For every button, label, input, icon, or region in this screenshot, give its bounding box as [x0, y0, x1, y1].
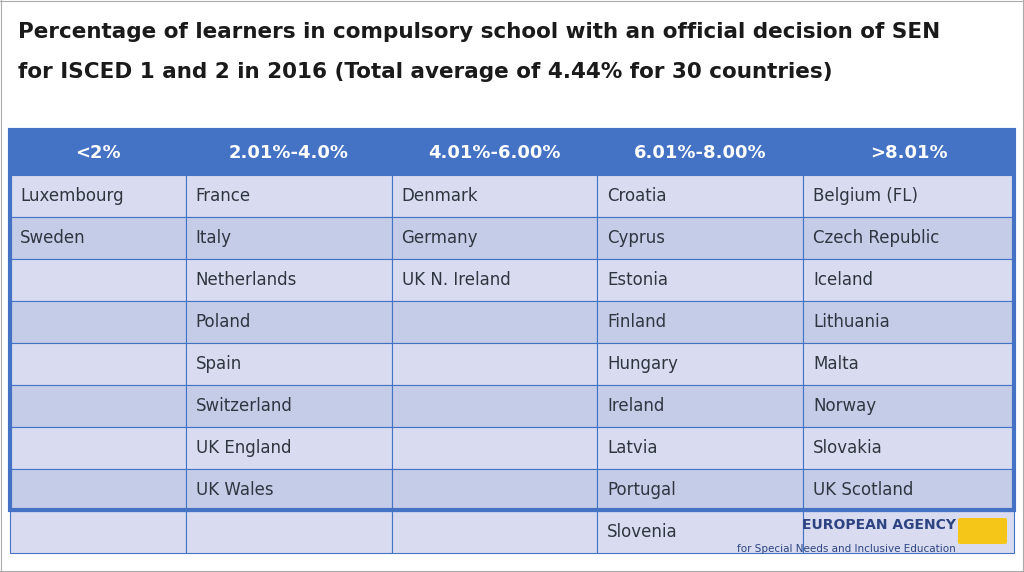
Text: for Special Needs and Inclusive Education: for Special Needs and Inclusive Educatio…	[737, 544, 956, 554]
Text: Sweden: Sweden	[20, 229, 86, 247]
Bar	[391, 511, 597, 553]
Bar	[10, 469, 185, 511]
Bar	[391, 130, 597, 175]
Text: Netherlands: Netherlands	[196, 271, 297, 289]
Text: UK Scotland: UK Scotland	[813, 481, 913, 499]
Bar	[10, 511, 185, 553]
Bar	[10, 301, 185, 343]
Bar	[391, 469, 597, 511]
Bar	[391, 343, 597, 385]
Text: Poland: Poland	[196, 313, 251, 331]
Bar	[995, 520, 1002, 528]
Text: <2%: <2%	[75, 144, 121, 161]
Text: Slovakia: Slovakia	[813, 439, 883, 457]
Text: Cyprus: Cyprus	[607, 229, 666, 247]
Bar	[185, 427, 391, 469]
Text: for ISCED 1 and 2 in 2016 (Total average of 4.44% for 30 countries): for ISCED 1 and 2 in 2016 (Total average…	[18, 62, 833, 82]
Text: Italy: Italy	[196, 229, 231, 247]
Bar	[391, 301, 597, 343]
Text: Croatia: Croatia	[607, 187, 667, 205]
Bar	[10, 343, 185, 385]
Text: Portugal: Portugal	[607, 481, 676, 499]
Bar	[803, 301, 1014, 343]
Text: 2.01%-4.0%: 2.01%-4.0%	[228, 144, 348, 161]
Text: Lithuania: Lithuania	[813, 313, 890, 331]
Bar	[185, 301, 391, 343]
Bar	[10, 175, 185, 217]
Bar	[597, 130, 803, 175]
Text: Ireland: Ireland	[607, 397, 665, 415]
Bar	[185, 385, 391, 427]
Text: Hungary: Hungary	[607, 355, 678, 373]
Text: UK N. Ireland: UK N. Ireland	[401, 271, 510, 289]
Text: >8.01%: >8.01%	[869, 144, 947, 161]
Bar	[10, 385, 185, 427]
Text: Germany: Germany	[401, 229, 478, 247]
Bar	[10, 217, 185, 259]
Bar	[803, 343, 1014, 385]
Text: EUROPEAN AGENCY: EUROPEAN AGENCY	[802, 518, 956, 532]
Text: Latvia: Latvia	[607, 439, 657, 457]
Bar	[391, 259, 597, 301]
Bar	[803, 427, 1014, 469]
Bar	[803, 385, 1014, 427]
Text: Iceland: Iceland	[813, 271, 873, 289]
Text: Percentage of learners in compulsory school with an official decision of SEN: Percentage of learners in compulsory sch…	[18, 22, 940, 42]
Bar	[803, 130, 1014, 175]
Bar	[391, 385, 597, 427]
Bar	[597, 385, 803, 427]
Text: 6.01%-8.00%: 6.01%-8.00%	[634, 144, 767, 161]
Text: Belgium (FL): Belgium (FL)	[813, 187, 919, 205]
Text: Switzerland: Switzerland	[196, 397, 293, 415]
Bar	[597, 343, 803, 385]
Bar	[10, 130, 1014, 510]
Bar	[803, 469, 1014, 511]
Text: Spain: Spain	[196, 355, 242, 373]
Bar	[185, 259, 391, 301]
Text: 4.01%-6.00%: 4.01%-6.00%	[428, 144, 561, 161]
Bar	[975, 518, 983, 526]
Bar	[10, 427, 185, 469]
Text: Slovenia: Slovenia	[607, 523, 678, 541]
Text: UK Wales: UK Wales	[196, 481, 273, 499]
Bar	[597, 217, 803, 259]
Bar	[391, 175, 597, 217]
Text: France: France	[196, 187, 251, 205]
Bar	[185, 511, 391, 553]
Bar	[185, 469, 391, 511]
Bar	[391, 427, 597, 469]
Bar	[185, 343, 391, 385]
Bar	[803, 259, 1014, 301]
Bar	[803, 511, 1014, 553]
Bar	[985, 524, 993, 532]
Bar	[391, 217, 597, 259]
Text: Norway: Norway	[813, 397, 877, 415]
Bar	[597, 469, 803, 511]
Text: Estonia: Estonia	[607, 271, 669, 289]
Bar	[185, 175, 391, 217]
Text: Malta: Malta	[813, 355, 859, 373]
Text: Luxembourg: Luxembourg	[20, 187, 124, 205]
Bar	[597, 259, 803, 301]
Bar	[597, 427, 803, 469]
Bar	[10, 130, 185, 175]
Text: Denmark: Denmark	[401, 187, 478, 205]
Bar	[597, 301, 803, 343]
FancyBboxPatch shape	[958, 518, 1007, 544]
Bar	[597, 175, 803, 217]
Bar	[185, 130, 391, 175]
Text: Czech Republic: Czech Republic	[813, 229, 940, 247]
Bar	[185, 217, 391, 259]
Bar	[597, 511, 803, 553]
Text: Finland: Finland	[607, 313, 667, 331]
Bar	[803, 217, 1014, 259]
Bar	[803, 175, 1014, 217]
Text: UK England: UK England	[196, 439, 291, 457]
Bar	[965, 522, 973, 530]
Bar	[10, 259, 185, 301]
